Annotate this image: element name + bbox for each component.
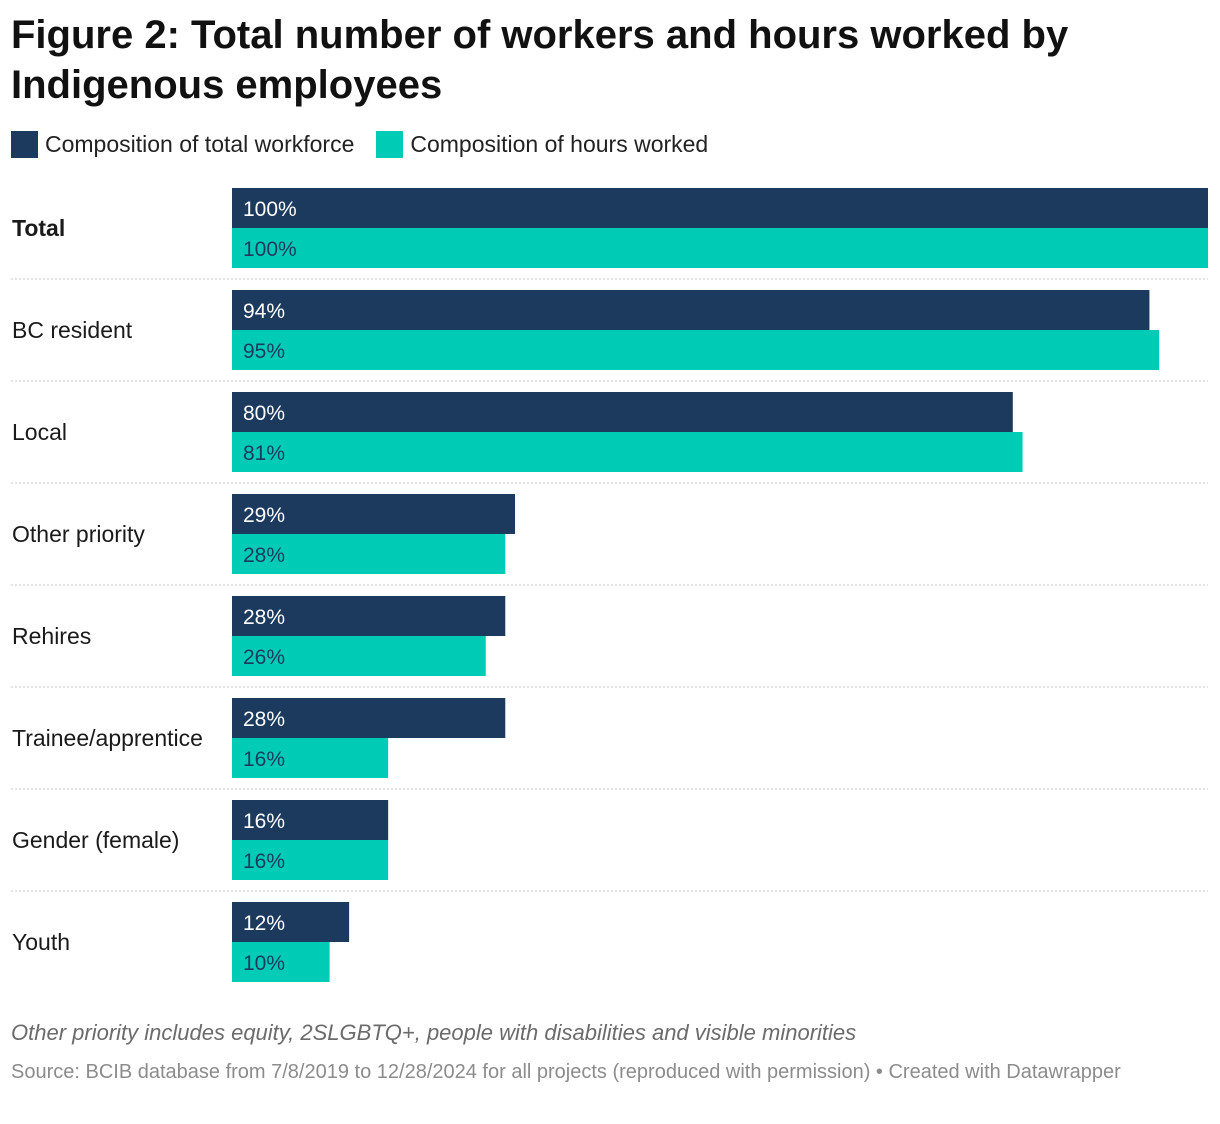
data-label-trainee-apprentice-workforce: 28% [243, 708, 285, 731]
legend-label-workforce: Composition of total workforce [45, 131, 355, 157]
data-label-youth-hours: 10% [243, 952, 285, 975]
category-label-total: Total [12, 215, 65, 241]
bar-other-priority-workforce [232, 494, 516, 534]
legend: Composition of total workforce Compositi… [11, 131, 730, 158]
bar-chart: Total 100% 100% BC resident 94% 95% Local 80% 81… [11, 188, 1208, 982]
category-label-trainee-apprentice: Trainee/apprentice [12, 725, 203, 751]
category-label-other-priority: Other priority [12, 521, 145, 547]
bar-other-priority-hours [232, 534, 506, 574]
category-label-bc-resident: BC resident [12, 317, 133, 343]
category-label-local: Local [12, 419, 67, 445]
bar-trainee-apprentice-workforce [232, 698, 506, 738]
data-label-trainee-apprentice-hours: 16% [243, 748, 285, 771]
legend-item-hours: Composition of hours worked [376, 131, 708, 158]
data-label-gender-female-workforce: 16% [243, 810, 285, 833]
data-label-total-hours: 100% [243, 238, 297, 261]
data-label-other-priority-workforce: 29% [243, 504, 285, 527]
data-label-youth-workforce: 12% [243, 912, 285, 935]
bar-gender-female-hours [232, 840, 389, 880]
data-label-total-workforce: 100% [243, 198, 297, 221]
data-label-local-workforce: 80% [243, 402, 285, 425]
legend-swatch-workforce [11, 131, 38, 158]
category-label-gender-female: Gender (female) [12, 827, 179, 853]
bar-rehires-workforce [232, 596, 506, 636]
bar-youth-hours [232, 942, 330, 982]
legend-item-workforce: Composition of total workforce [11, 131, 354, 158]
bar-youth-workforce [232, 902, 350, 942]
category-label-youth: Youth [12, 929, 70, 955]
data-label-bc-resident-hours: 95% [243, 340, 285, 363]
source-credit: Source: BCIB database from 7/8/2019 to 1… [11, 1061, 1121, 1083]
category-label-rehires: Rehires [12, 623, 91, 649]
data-label-local-hours: 81% [243, 442, 285, 465]
footnote: Other priority includes equity, 2SLGBTQ+… [11, 1020, 857, 1045]
bar-local-hours [232, 432, 1023, 472]
bar-bc-resident-workforce [232, 290, 1150, 330]
bar-total-workforce [232, 188, 1208, 228]
bar-rehires-hours [232, 636, 486, 676]
bar-total-hours [232, 228, 1208, 268]
data-label-rehires-hours: 26% [243, 646, 285, 669]
chart-title: Figure 2: Total number of workers and ho… [11, 13, 1069, 107]
data-label-rehires-workforce: 28% [243, 606, 285, 629]
bar-gender-female-workforce [232, 800, 389, 840]
data-label-gender-female-hours: 16% [243, 850, 285, 873]
data-label-bc-resident-workforce: 94% [243, 300, 285, 323]
legend-label-hours: Composition of hours worked [410, 131, 709, 157]
bar-local-workforce [232, 392, 1013, 432]
data-label-other-priority-hours: 28% [243, 544, 285, 567]
bar-bc-resident-hours [232, 330, 1160, 370]
legend-swatch-hours [376, 131, 404, 158]
bar-trainee-apprentice-hours [232, 738, 389, 778]
